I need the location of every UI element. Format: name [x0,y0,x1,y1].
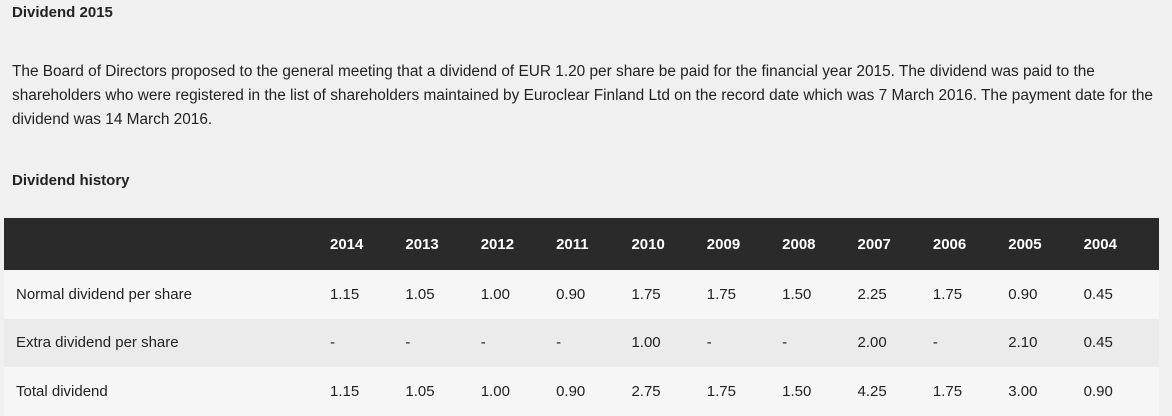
column-header: 2007 [857,235,891,253]
cell: 0.90 [556,285,586,303]
column-header: 2008 [782,235,816,253]
table-row: Total dividend 1.15 1.05 1.00 0.90 2.75 1.75 1.… [4,367,1159,416]
cell: 1.50 [782,285,812,303]
paragraph: The Board of Directors proposed to the g… [12,63,1153,128]
header-empty [4,218,330,270]
cell: - [405,334,411,352]
section-title: Dividend history [12,172,130,189]
header-row: 2014 2013 2012 2011 2010 2009 2008 2007 2006 2005… [4,218,1159,270]
cell: - [932,334,938,352]
cell: 1.00 [631,334,661,352]
cell: 1.05 [405,382,435,400]
cell: 1.05 [405,285,435,303]
cell: 3.00 [1008,382,1038,400]
dividend-table: 2014 2013 2012 2011 2010 2009 2008 2007 2006 2005… [4,218,1159,416]
cell: 2.75 [631,382,661,400]
cell: 1.75 [706,285,736,303]
table-header: 2014 2013 2012 2011 2010 2009 2008 2007 2006 2005… [4,218,1159,270]
cell: 1.15 [330,382,360,400]
cell: 4.25 [857,382,887,400]
cell: - [330,334,335,352]
cell: 2.00 [857,334,887,352]
cell: 1.75 [706,382,736,400]
cell: 0.45 [1083,334,1113,352]
cell: - [706,334,712,352]
row-label: Extra dividend per share [16,334,179,352]
column-header: 2005 [1008,235,1042,253]
title: Dividend 2015 [12,4,113,21]
cell: 1.75 [932,382,963,400]
cell: 1.75 [631,285,661,303]
column-header: 2009 [706,235,741,253]
cell: 1.00 [480,382,510,400]
table-row: Normal dividend per share 1.15 1.05 1.00 0.9… [4,270,1159,319]
cell: 1.50 [782,382,812,400]
cell: - [782,334,788,352]
cell: 0.90 [1083,382,1113,400]
cell: 0.90 [1008,285,1038,303]
cell: 1.75 [932,285,963,303]
cell: 1.15 [330,285,360,303]
column-header: 2012 [480,235,515,253]
cell: - [556,334,562,352]
cell: 2.25 [857,285,887,303]
cell: - [480,334,486,352]
column-header: 2010 [631,235,665,253]
column-header: 2011 [556,235,589,253]
cell: 0.90 [556,382,586,400]
cell: 2.10 [1008,334,1038,352]
column-header: 2004 [1083,235,1117,253]
column-header: 2014 [330,235,364,253]
cell: 0.45 [1083,285,1113,303]
cell: 1.00 [480,285,510,303]
column-header: 2013 [405,235,439,253]
row-label: Normal dividend per share [16,285,192,303]
table-body: Normal dividend per share 1.15 1.05 1.00 0.9… [4,270,1159,416]
table-row: Extra dividend per share - - - - 1.00 - - 2.00 - 2… [4,318,1159,367]
column-header: 2006 [932,235,967,253]
row-label: Total dividend [16,382,108,400]
